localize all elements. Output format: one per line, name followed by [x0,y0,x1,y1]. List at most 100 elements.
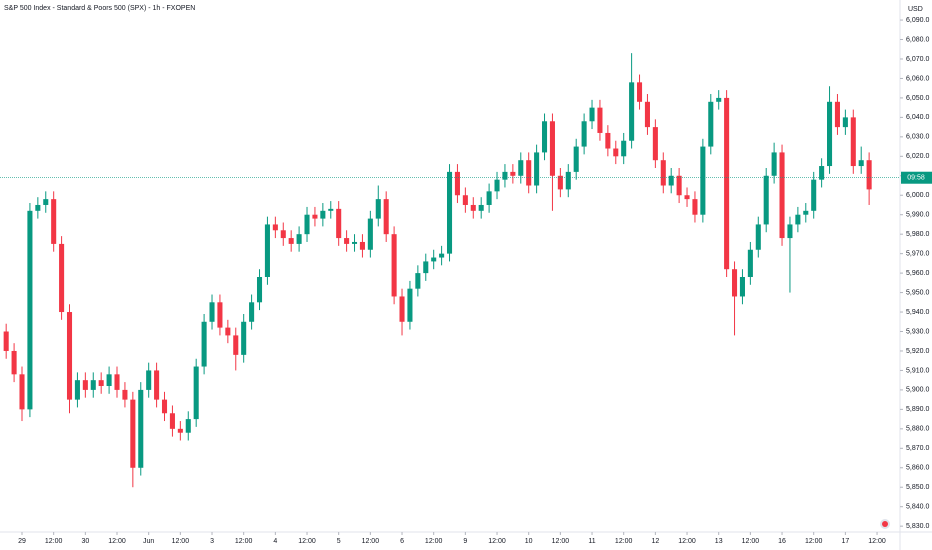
candle-body [549,121,555,176]
candle-body [518,160,524,176]
candle-body [597,107,603,133]
candle-body [359,241,365,250]
x-tick-label: 12:00 [615,538,633,545]
candle-body [249,302,255,322]
candle-body [636,82,643,102]
candle-body [565,171,571,190]
candle-body [644,101,650,128]
candle-body [439,253,445,258]
candle-body [407,288,413,322]
candle-body [66,312,73,400]
x-tick-label: 12:00 [108,538,126,545]
candle-body [177,428,183,433]
candle-body [51,199,57,244]
candle-body [161,399,168,414]
candle-body [494,179,500,192]
candle-body [27,210,33,410]
candle-body [201,321,207,367]
candle-body [724,97,730,270]
candle-body [35,204,41,211]
candle-body [280,230,286,239]
candle-body [589,107,595,122]
x-tick-label: 12:00 [678,538,696,545]
candle-body [431,257,437,262]
candle-body [138,389,144,468]
candle-body [399,296,405,322]
candle-body [660,160,666,186]
candle-body [217,302,223,328]
candle-body [233,335,239,355]
y-tick-label: 5,990.0 [906,212,929,219]
candle-body [613,148,619,157]
candle-body [502,171,508,180]
y-tick-label: 6,030.0 [906,134,929,141]
x-tick-label: 11 [588,538,595,545]
candle-body [367,218,373,250]
candle-body [462,195,468,205]
candle-body [842,117,848,128]
candle-body [534,152,540,186]
candle-body [787,224,793,239]
x-tick-label: 17 [841,538,849,545]
candle-body [510,171,516,176]
y-tick-label: 5,840.0 [906,504,929,511]
candle-body [755,224,761,250]
candle-body [819,166,825,180]
candle-body [193,366,199,420]
candle-body [779,152,785,239]
candle-body [146,370,152,390]
candles [3,53,872,488]
candle-body [486,191,492,205]
candle-body [312,214,318,219]
x-tick-label: 5 [337,538,341,545]
y-tick-label: 5,930.0 [906,328,929,335]
candle-body [3,331,9,351]
candle-body [304,214,310,235]
candle-body [446,171,453,254]
candle-body [811,179,817,211]
candle-body [668,175,674,186]
candle-body [106,374,112,387]
candle-body [391,234,397,297]
candle-body [272,224,278,231]
candle-body [478,204,484,211]
candle-body [122,389,128,400]
candle-body [573,146,579,172]
candle-body [336,208,342,239]
y-tick-label: 5,900.0 [906,387,929,394]
y-tick-label: 6,050.0 [906,95,929,102]
candle-body [90,380,96,390]
candle-body [320,210,326,219]
x-tick-label: 4 [273,538,277,545]
x-tick-label: 30 [81,538,89,545]
x-tick-label: 6 [400,538,404,545]
candle-body [256,276,263,303]
y-tick-label: 6,020.0 [906,153,929,160]
candle-body [684,195,690,200]
y-tick-label: 5,980.0 [906,231,929,238]
candle-body [59,243,65,313]
y-tick-label: 6,060.0 [906,75,929,82]
x-tick-label: 12:00 [298,538,316,545]
candle-body [98,380,104,387]
candle-body [581,121,587,147]
y-tick-label: 5,830.0 [906,523,929,530]
candle-body [739,276,745,297]
candle-body [676,175,682,196]
x-tick-label: 10 [525,538,533,545]
candle-body [344,238,350,244]
y-tick-label: 6,040.0 [906,114,929,121]
x-tick-label: 12:00 [45,538,63,545]
candle-body [652,127,658,161]
candle-body [692,199,698,215]
y-tick-label: 5,970.0 [906,250,929,257]
candle-body [296,234,302,244]
candle-body [130,399,136,468]
y-tick-label: 6,090.0 [906,17,929,24]
candle-body [605,132,611,149]
y-tick-label: 5,940.0 [906,309,929,316]
candle-body [375,199,381,219]
candle-body [747,249,753,277]
y-tick-label: 5,910.0 [906,367,929,374]
